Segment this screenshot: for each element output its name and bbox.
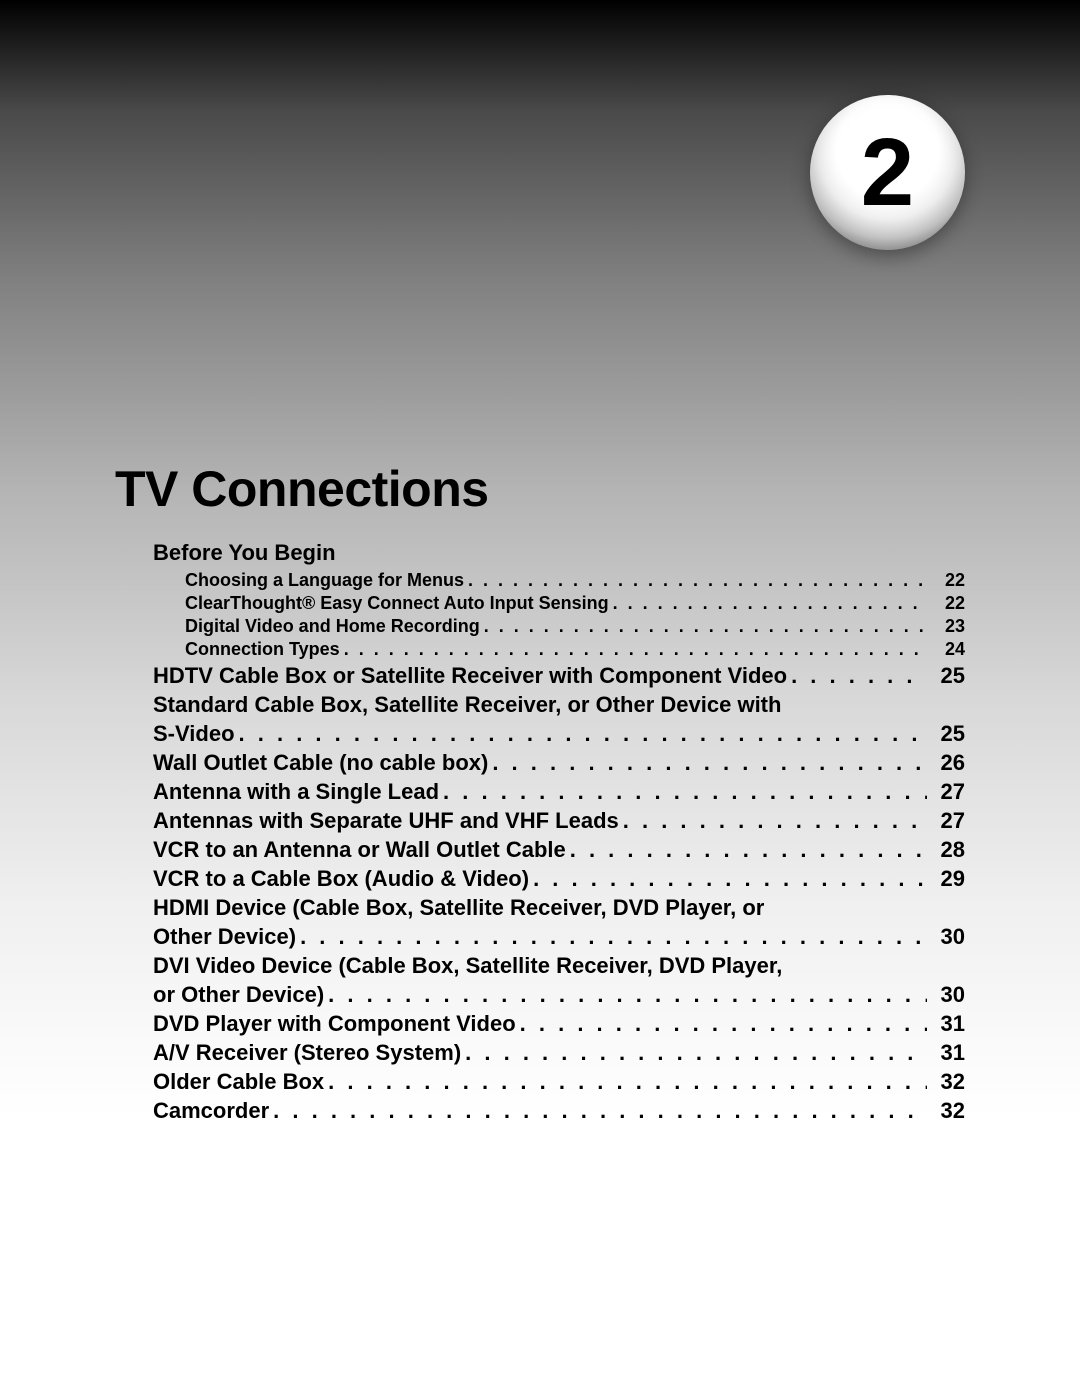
chapter-number: 2 — [861, 125, 914, 221]
toc-leader-dots — [492, 750, 927, 776]
toc-leader-dots — [520, 1011, 927, 1037]
toc-content: TV Connections Before You Begin Choosing… — [115, 460, 965, 1127]
toc-entry-title: HDTV Cable Box or Satellite Receiver wit… — [153, 663, 787, 689]
section-heading: Before You Begin — [153, 540, 965, 566]
toc-entry-title: Other Device) — [153, 924, 296, 950]
toc-entry-page: 27 — [931, 779, 965, 805]
toc-entry-title: ClearThought® Easy Connect Auto Input Se… — [185, 593, 609, 614]
toc-leader-dots — [623, 808, 927, 834]
toc-leader-dots — [533, 866, 927, 892]
toc-entry-page: 28 — [931, 837, 965, 863]
toc-main-entry: DVD Player with Component Video 31 — [153, 1011, 965, 1037]
toc-leader-dots — [613, 593, 927, 614]
toc-entry-page: 22 — [931, 570, 965, 591]
toc-main-entry: Camcorder 32 — [153, 1098, 965, 1124]
toc-entry-title: Antennas with Separate UHF and VHF Leads — [153, 808, 619, 834]
toc-main-entry: VCR to an Antenna or Wall Outlet Cable 28 — [153, 837, 965, 863]
toc-sub-entry: Digital Video and Home Recording 23 — [185, 616, 965, 637]
toc-entry-page: 25 — [931, 663, 965, 689]
toc-leader-dots — [273, 1098, 927, 1124]
toc-entry-title: Connection Types — [185, 639, 340, 660]
toc-leader-dots — [570, 837, 927, 863]
toc-entry-page: 31 — [931, 1011, 965, 1037]
toc-sub-entry: Connection Types 24 — [185, 639, 965, 660]
toc-entry-title: DVD Player with Component Video — [153, 1011, 516, 1037]
toc-leader-dots — [328, 982, 927, 1008]
toc-main-entry-line1: Standard Cable Box, Satellite Receiver, … — [153, 692, 965, 718]
toc-entry-title: Antenna with a Single Lead — [153, 779, 439, 805]
toc-leader-dots — [468, 570, 927, 591]
toc-main-entry: or Other Device) 30 — [153, 982, 965, 1008]
toc-leader-dots — [443, 779, 927, 805]
toc-entry-page: 30 — [931, 982, 965, 1008]
toc-main-entry: Older Cable Box 32 — [153, 1069, 965, 1095]
toc-leader-dots — [239, 721, 927, 747]
toc-entry-title: Digital Video and Home Recording — [185, 616, 480, 637]
toc-leader-dots — [484, 616, 927, 637]
toc-entry-title: VCR to a Cable Box (Audio & Video) — [153, 866, 529, 892]
toc-entry-title: or Other Device) — [153, 982, 324, 1008]
toc-main-entry-line1: HDMI Device (Cable Box, Satellite Receiv… — [153, 895, 965, 921]
toc-sub-entry: Choosing a Language for Menus 22 — [185, 570, 965, 591]
toc-main-entry-line1: DVI Video Device (Cable Box, Satellite R… — [153, 953, 965, 979]
toc-leader-dots — [465, 1040, 927, 1066]
toc-entry-title: Choosing a Language for Menus — [185, 570, 464, 591]
toc-sub-entry: ClearThought® Easy Connect Auto Input Se… — [185, 593, 965, 614]
toc-entry-page: 27 — [931, 808, 965, 834]
toc-entry-title: Camcorder — [153, 1098, 269, 1124]
toc-entry-page: 23 — [931, 616, 965, 637]
toc-entry-title: Wall Outlet Cable (no cable box) — [153, 750, 488, 776]
toc-entry-page: 31 — [931, 1040, 965, 1066]
toc-entry-title: VCR to an Antenna or Wall Outlet Cable — [153, 837, 566, 863]
toc-main-entry: Other Device) 30 — [153, 924, 965, 950]
toc-entry-title: A/V Receiver (Stereo System) — [153, 1040, 461, 1066]
toc-main-entry: Antennas with Separate UHF and VHF Leads… — [153, 808, 965, 834]
chapter-number-badge: 2 — [810, 95, 965, 250]
toc-entry-page: 32 — [931, 1098, 965, 1124]
toc-leader-dots — [791, 663, 927, 689]
chapter-title: TV Connections — [115, 460, 965, 518]
toc-entry-page: 22 — [931, 593, 965, 614]
toc-main-entry: A/V Receiver (Stereo System) 31 — [153, 1040, 965, 1066]
toc-main-entry: Wall Outlet Cable (no cable box) 26 — [153, 750, 965, 776]
toc-entry-title: Older Cable Box — [153, 1069, 324, 1095]
toc-entry-page: 32 — [931, 1069, 965, 1095]
toc-leader-dots — [344, 639, 927, 660]
toc-main-entry: VCR to a Cable Box (Audio & Video) 29 — [153, 866, 965, 892]
toc-entry-title: S-Video — [153, 721, 235, 747]
toc-entry-page: 26 — [931, 750, 965, 776]
toc-main-entry: S-Video 25 — [153, 721, 965, 747]
toc-entry-page: 25 — [931, 721, 965, 747]
toc-main-entry: Antenna with a Single Lead 27 — [153, 779, 965, 805]
toc-main-entry: HDTV Cable Box or Satellite Receiver wit… — [153, 663, 965, 689]
toc-entry-page: 24 — [931, 639, 965, 660]
toc-entry-page: 29 — [931, 866, 965, 892]
toc-leader-dots — [300, 924, 927, 950]
toc-leader-dots — [328, 1069, 927, 1095]
toc-entry-page: 30 — [931, 924, 965, 950]
toc-sub-list: Choosing a Language for Menus 22 ClearThou… — [115, 570, 965, 660]
toc-main-list: HDTV Cable Box or Satellite Receiver wit… — [115, 663, 965, 1124]
